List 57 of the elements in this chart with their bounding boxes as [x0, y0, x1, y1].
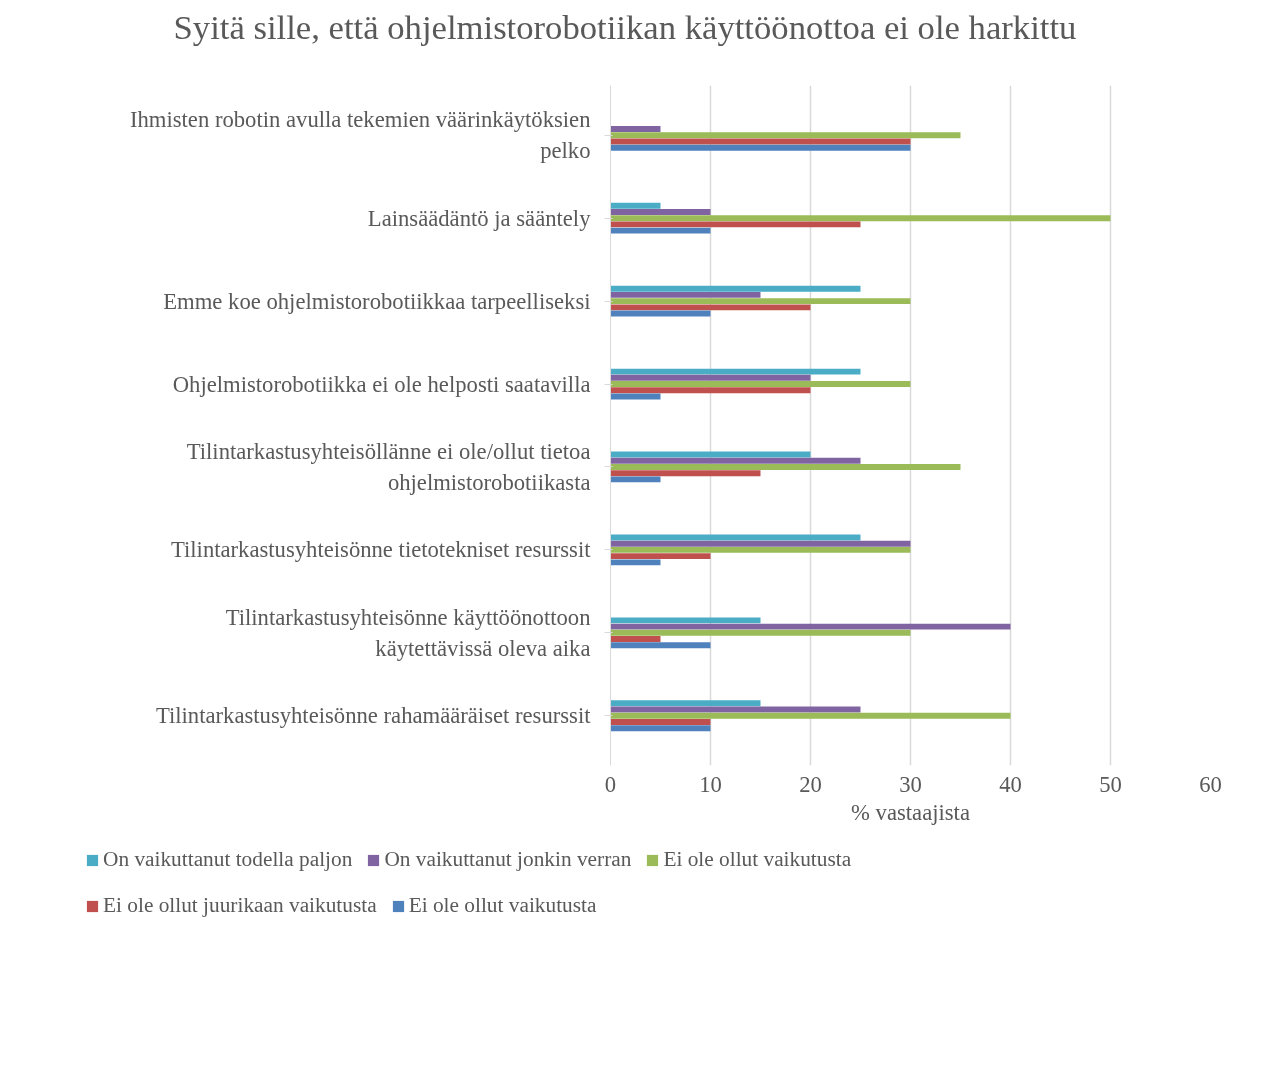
x-tick-label: 20	[799, 771, 822, 797]
chart-title: Syitä sille, että ohjelmistorobotiikan käyttöönottoa ei ole harkittu	[173, 7, 1077, 48]
legend-label: On vaikuttanut todella paljon	[103, 847, 353, 873]
bar	[610, 534, 861, 541]
bar	[610, 540, 911, 547]
y-tick-label: Emme koe ohjelmistorobotiikkaa tarpeelliseksi	[163, 288, 591, 314]
bar	[610, 629, 911, 636]
y-tick-label: Tilintarkastusyhteisönne käyttöönottoon käytettävissä oleva aika	[225, 604, 591, 661]
legend-label: Ei ole ollut vaikutusta	[408, 893, 597, 919]
bar	[610, 636, 661, 643]
bar	[610, 559, 661, 566]
bar	[610, 285, 861, 292]
bar	[610, 470, 761, 477]
bar	[610, 623, 1011, 630]
y-tick-label: Tilintarkastusyhteisönne tietotekniset resurssit	[170, 537, 592, 563]
bar	[610, 725, 711, 732]
x-tick-label: 40	[999, 771, 1022, 797]
legend-label: Ei ole ollut juurikaan vaikutusta	[103, 893, 377, 919]
bar	[610, 700, 761, 707]
bar	[610, 209, 711, 215]
bar	[610, 642, 711, 649]
y-tick-label: Ohjelmistorobotiikka ei ole helposti saatavilla	[172, 371, 591, 397]
x-tick-label: 60	[1199, 771, 1222, 797]
bar	[610, 476, 661, 483]
bar	[610, 374, 811, 381]
legend-label: Ei ole ollut vaikutusta	[663, 847, 852, 873]
bar	[610, 719, 711, 725]
bar	[610, 227, 711, 234]
x-tick-label: 10	[699, 771, 722, 797]
bar	[610, 132, 961, 139]
bar	[610, 221, 861, 228]
bar	[610, 310, 711, 317]
y-tick-label: Tilintarkastusyhteisönne rahamääräiset resurssit	[155, 703, 592, 729]
legend-label: On vaikuttanut jonkin verran	[384, 847, 632, 873]
bar	[610, 304, 811, 311]
bar	[610, 126, 661, 133]
bar	[610, 381, 911, 388]
y-tick-label: Ihmisten robotin avulla tekemien väärinkäytöksien pelko	[129, 107, 591, 164]
bar	[610, 387, 811, 394]
x-tick-label: 30	[899, 771, 922, 797]
y-tick-label: Tilintarkastusyhteisöllänne ei ole/ollut tietoa ohjelmistorobotiikasta	[186, 438, 591, 496]
x-tick-label: 0	[604, 771, 617, 797]
bar	[610, 464, 961, 470]
bar	[610, 144, 911, 151]
bar	[610, 298, 911, 305]
x-tick-label: 50	[1099, 771, 1122, 797]
bar	[610, 553, 711, 560]
bar	[610, 712, 1011, 719]
bar	[610, 202, 661, 209]
y-tick-label: Lainsäädäntö ja sääntely	[367, 205, 592, 231]
x-axis-title: % vastaajista	[851, 799, 970, 825]
bar	[610, 292, 761, 298]
bar	[610, 368, 861, 375]
bar	[610, 547, 911, 553]
bar	[610, 457, 861, 464]
bar	[610, 617, 761, 624]
bar	[610, 215, 1111, 222]
